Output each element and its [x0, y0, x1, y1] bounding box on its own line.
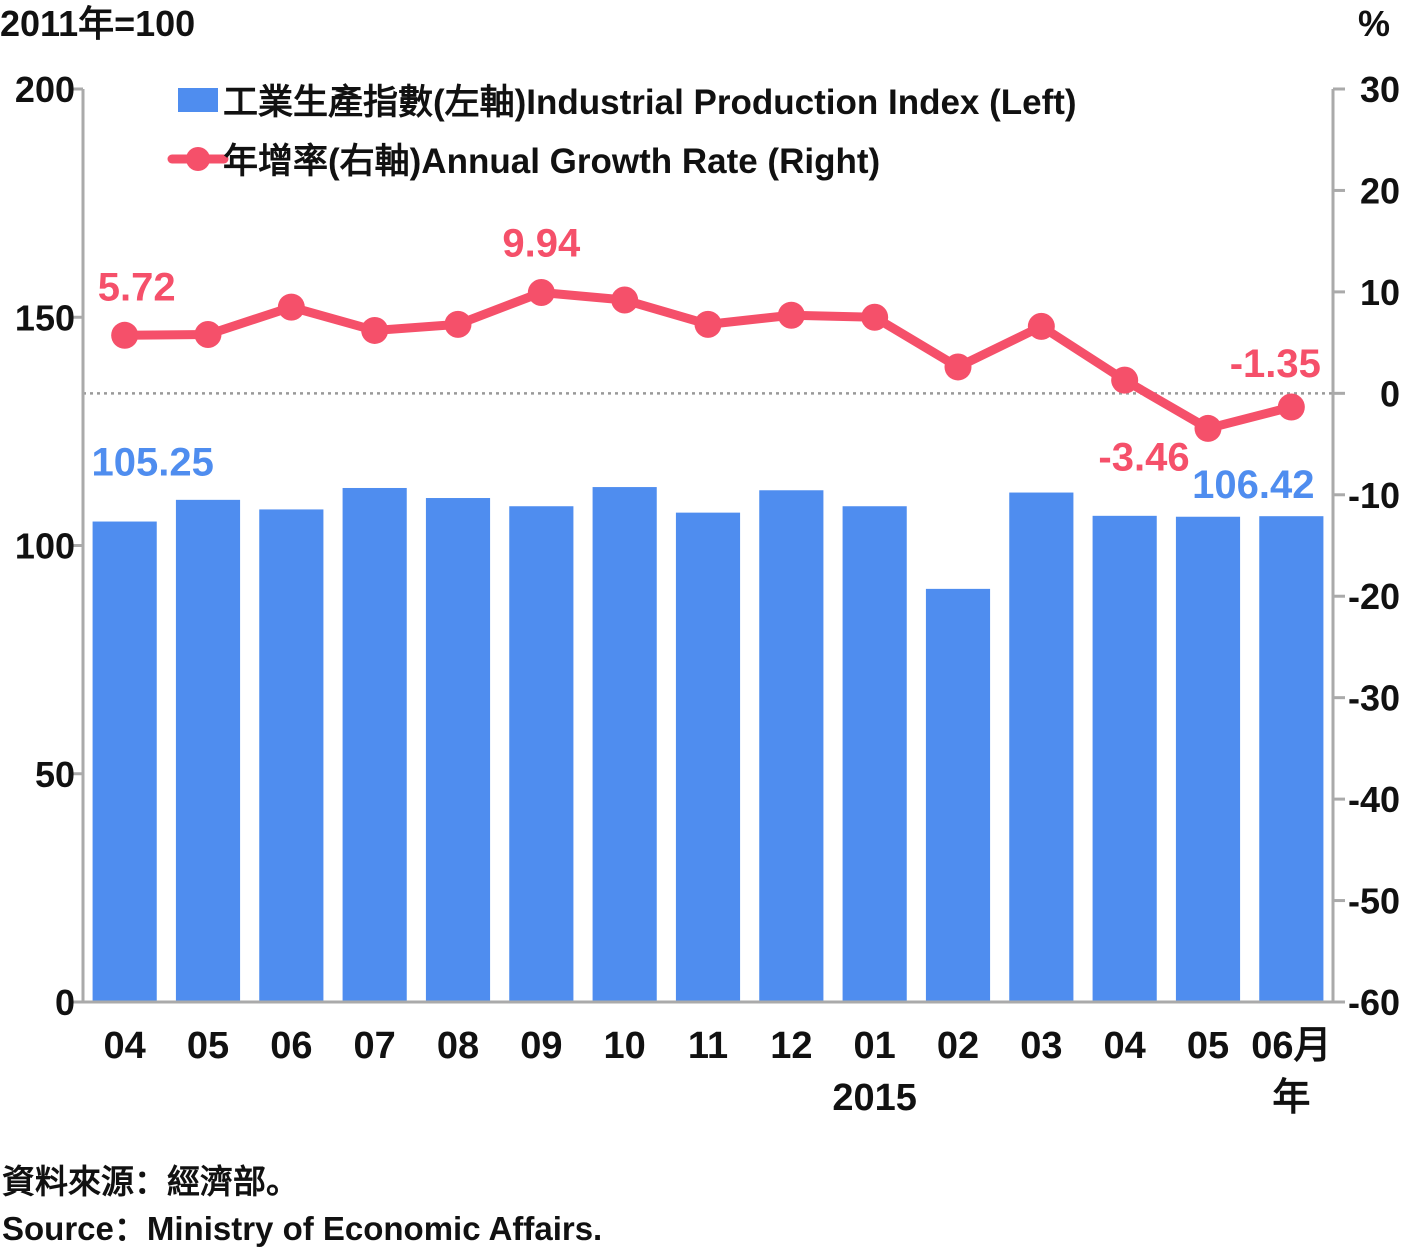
legend-bar-label: 工業生產指數(左軸)Industrial Production Index (L… [223, 82, 1077, 122]
bars-layer [92, 487, 1324, 1003]
left-tick-label: 100 [15, 526, 75, 567]
growth-rate-point-7 [611, 286, 639, 314]
bar-4 [342, 487, 407, 1003]
left-tick-label: 150 [15, 297, 75, 338]
growth-rate-point-2 [194, 320, 222, 348]
growth-rate-point-3 [277, 293, 305, 321]
bar-15 [1259, 516, 1324, 1002]
bar-7 [592, 487, 657, 1002]
legend-bar-swatch [178, 88, 218, 112]
growth-value-label: 5.72 [98, 265, 176, 309]
x-tick-label: 01 [854, 1025, 896, 1067]
right-tick-label: 20 [1360, 170, 1400, 211]
right-tick-label: -20 [1348, 576, 1400, 617]
bar-14 [1175, 516, 1241, 1002]
growth-rate-point-11 [944, 353, 972, 381]
legend-line-marker [186, 147, 210, 171]
growth-rate-point-6 [527, 278, 555, 306]
x-tick-label: 11 [688, 1025, 728, 1067]
bar-3 [259, 509, 324, 1002]
x-tick-label: 07 [354, 1025, 396, 1067]
growth-rate-point-13 [1111, 366, 1139, 394]
bar-8 [675, 512, 741, 1002]
x-tick-label: 08 [437, 1025, 479, 1067]
x-tick-label: 05 [1187, 1025, 1229, 1067]
source-note-zh: 資料來源：經濟部。 [2, 1163, 299, 1200]
right-tick-label: 10 [1360, 272, 1400, 313]
growth-rate-point-15 [1277, 393, 1305, 421]
x-tick-label: 04 [1104, 1025, 1146, 1067]
bar-13 [1092, 515, 1157, 1002]
data-labels-layer: 105.25 106.42 5.72 9.94 -3.46 -1.35 [91, 221, 1320, 507]
growth-rate-point-8 [694, 310, 722, 338]
year-suffix-label: 年 [1272, 1077, 1310, 1119]
growth-value-label: -1.35 [1230, 342, 1321, 386]
bar-12 [1009, 492, 1074, 1002]
left-tick-label: 0 [55, 982, 75, 1023]
bar-2 [175, 499, 241, 1002]
x-tick-label: 05 [187, 1025, 229, 1067]
x-tick-label: 03 [1020, 1025, 1062, 1067]
x-tick-label: 10 [604, 1025, 646, 1067]
right-tick-label: 30 [1360, 69, 1400, 110]
bar-11 [925, 588, 991, 1002]
growth-line-layer [111, 278, 1305, 442]
bar-6 [509, 506, 574, 1002]
growth-rate-point-12 [1027, 312, 1055, 340]
growth-rate-point-4 [361, 316, 389, 344]
bar-value-label: 106.42 [1192, 463, 1314, 507]
growth-rate-point-5 [444, 310, 472, 338]
bar-5 [425, 498, 491, 1002]
right-tick-label: -40 [1348, 779, 1400, 820]
right-tick-label: -60 [1348, 982, 1400, 1023]
x-tick-label: 09 [520, 1025, 562, 1067]
bar-value-label: 105.25 [91, 441, 213, 485]
right-tick-label: -50 [1348, 881, 1400, 922]
x-tick-label: 06月 [1251, 1025, 1331, 1067]
growth-rate-point-14 [1194, 414, 1222, 442]
right-tick-label: -30 [1348, 678, 1400, 719]
legend: 工業生產指數(左軸)Industrial Production Index (L… [167, 82, 1077, 181]
bar-1 [92, 521, 157, 1002]
bar-10 [842, 506, 907, 1002]
legend-line-label: 年增率(右軸)Annual Growth Rate (Right) [223, 142, 880, 181]
x-tick-label: 02 [937, 1025, 979, 1067]
growth-rate-point-10 [861, 303, 889, 331]
growth-value-label: -3.46 [1098, 435, 1189, 479]
x-tick-label: 12 [770, 1025, 812, 1067]
right-tick-label: -10 [1348, 475, 1400, 516]
left-axis-unit: 2011年=100 [0, 3, 195, 44]
bar-9 [759, 490, 824, 1002]
source-note-en: Source：Ministry of Economic Affairs. [2, 1210, 603, 1247]
right-axis-unit: % [1358, 3, 1390, 44]
growth-rate-point-1 [111, 321, 139, 349]
right-tick-label: 0 [1380, 373, 1400, 414]
x-tick-label: 06 [270, 1025, 312, 1067]
x-tick-label: 04 [104, 1025, 146, 1067]
growth-rate-point-9 [777, 301, 805, 329]
left-tick-label: 50 [35, 754, 75, 795]
left-tick-label: 200 [15, 69, 75, 110]
year-label: 2015 [832, 1077, 917, 1119]
growth-value-label: 9.94 [502, 221, 581, 265]
